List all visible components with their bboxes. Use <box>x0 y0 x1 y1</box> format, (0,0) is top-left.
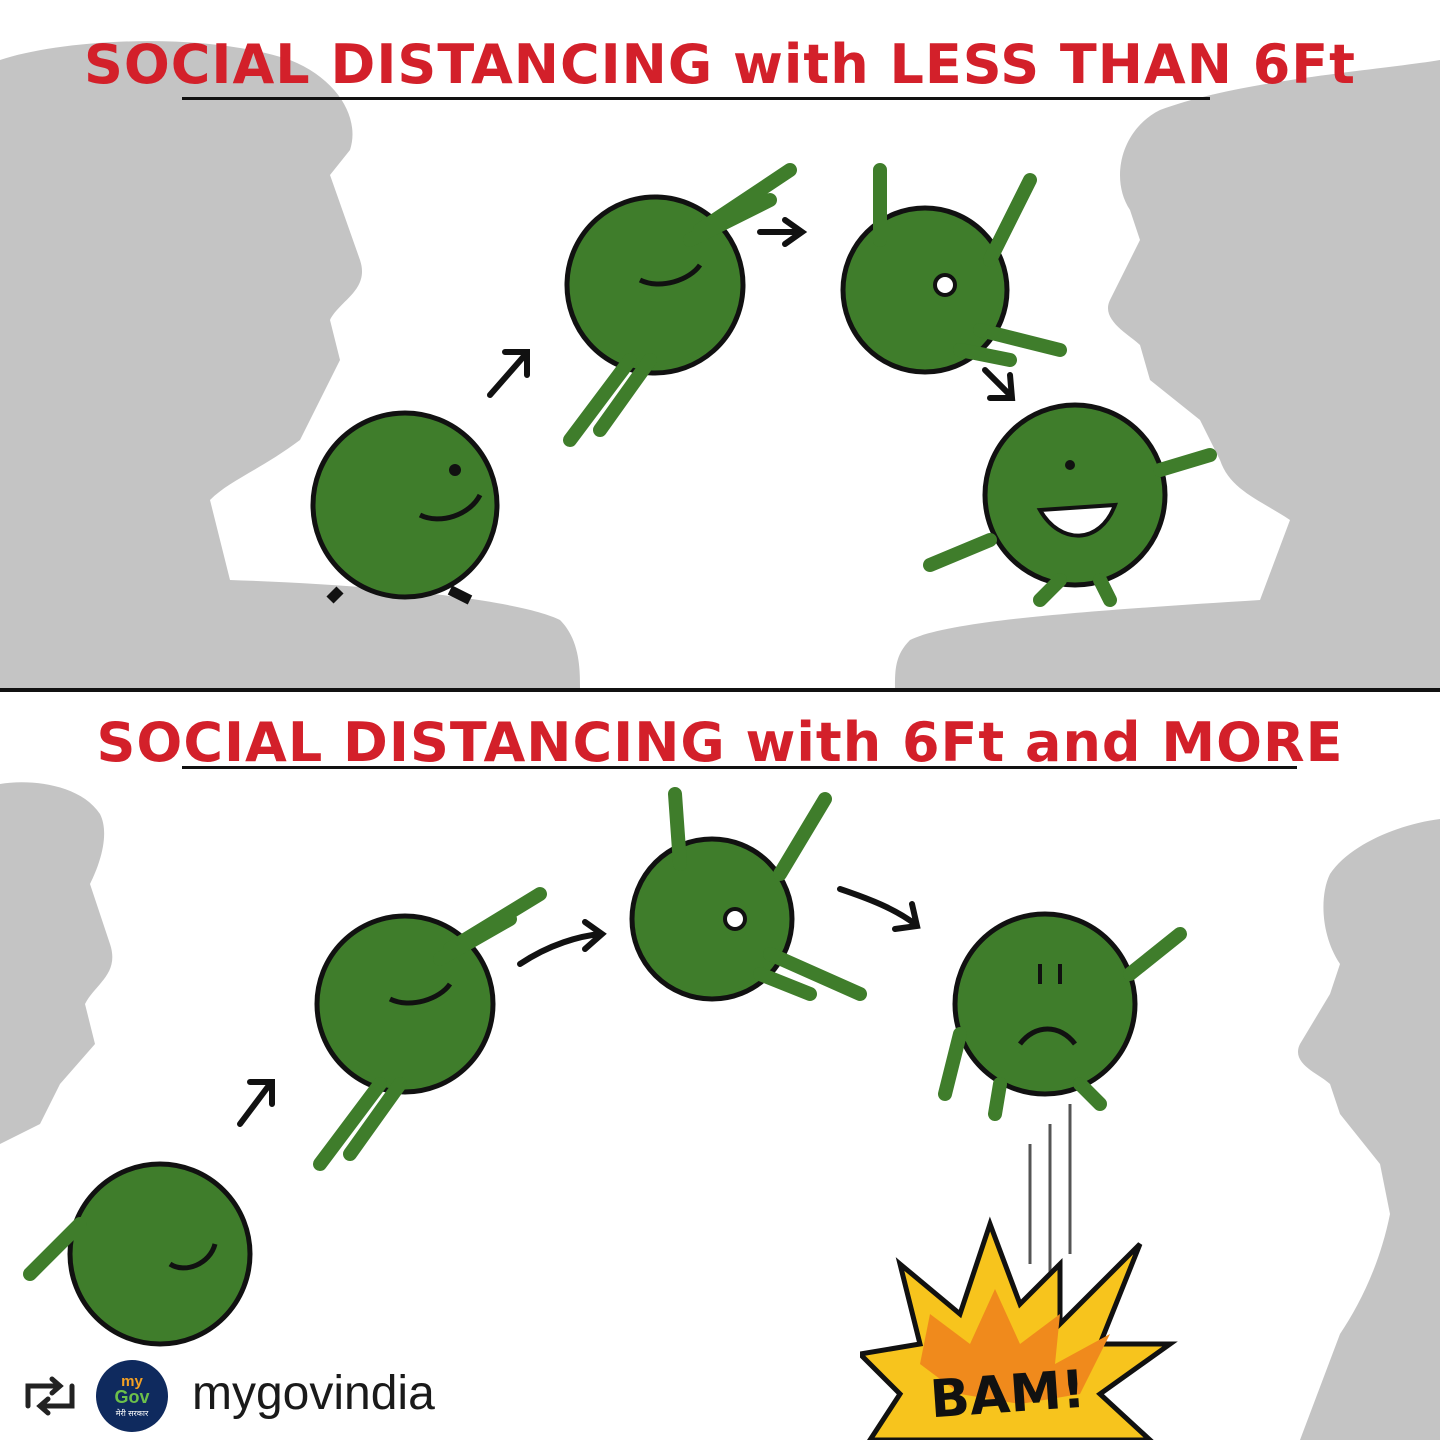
virus-tumbling-3 <box>629 787 867 1002</box>
virus-crouching-1 <box>310 410 500 605</box>
avatar[interactable]: my Gov मेरी सरकार <box>96 1360 168 1432</box>
virus-jumping-2 <box>313 887 547 1171</box>
avatar-text-gov: Gov <box>114 1387 150 1407</box>
avatar-text-hindi: मेरी सरकार <box>115 1409 149 1418</box>
bam-starburst <box>854 1216 1178 1440</box>
panel-title-less-than-6ft: SOCIAL DISTANCING with LESS THAN 6Ft <box>84 33 1356 96</box>
virus-jumping-2 <box>563 163 797 447</box>
right-person-silhouette <box>895 60 1440 688</box>
virus-tumbling-3 <box>840 163 1067 375</box>
virus-crouching-1 <box>23 1161 253 1347</box>
right-person-silhouette <box>1297 819 1440 1440</box>
bam-label: BAM! <box>928 1359 1088 1431</box>
falling-motion-lines <box>1028 1104 1072 1284</box>
title-underline <box>182 97 1210 100</box>
jump-arrows <box>487 217 1016 401</box>
account-handle[interactable]: mygovindia <box>192 1367 435 1420</box>
repost-icon[interactable] <box>20 1376 80 1416</box>
repost-attribution-bar: my Gov मेरी सरकार mygovindia <box>0 1348 860 1440</box>
left-person-silhouette <box>0 782 113 1344</box>
title-underline <box>182 766 1297 769</box>
bottom-scene <box>0 782 1440 1440</box>
left-person-silhouette <box>0 41 580 688</box>
bam-starburst-inner <box>920 1289 1110 1404</box>
panel-less-than-6ft: SOCIAL DISTANCING with LESS THAN 6Ft <box>0 0 1440 688</box>
virus-happy-4 <box>923 402 1217 607</box>
avatar-text-my: my <box>121 1373 143 1390</box>
panel-divider <box>0 688 1440 704</box>
top-scene <box>0 41 1440 688</box>
virus-sad-4 <box>938 911 1187 1121</box>
jump-arrows <box>237 886 921 1127</box>
panel-6ft-and-more: SOCIAL DISTANCING with 6Ft and MORE <box>0 704 1440 1440</box>
panel-title-6ft-and-more: SOCIAL DISTANCING with 6Ft and MORE <box>96 711 1344 774</box>
